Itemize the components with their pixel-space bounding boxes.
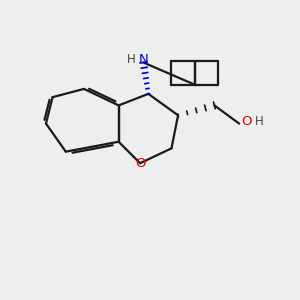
Text: H: H bbox=[255, 116, 263, 128]
Text: H: H bbox=[127, 53, 135, 66]
Text: O: O bbox=[241, 116, 252, 128]
Text: N: N bbox=[139, 53, 148, 66]
Text: O: O bbox=[136, 157, 146, 170]
